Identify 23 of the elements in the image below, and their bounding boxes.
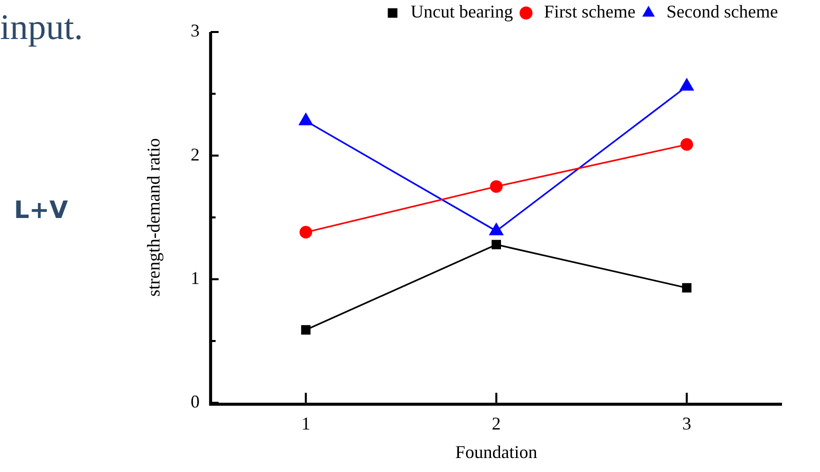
x-tick-label: 2 bbox=[492, 413, 501, 434]
y-tick-label: 0 bbox=[190, 392, 200, 412]
x-tick-label: 3 bbox=[682, 413, 692, 434]
legend-label: Second scheme bbox=[666, 2, 778, 22]
point bbox=[301, 325, 311, 335]
legend-label: Uncut bearing bbox=[410, 2, 514, 22]
legend-label: First scheme bbox=[544, 2, 636, 22]
text: input. bbox=[0, 6, 84, 48]
point bbox=[680, 138, 694, 151]
point bbox=[300, 226, 312, 239]
point bbox=[298, 113, 313, 126]
text: L+V bbox=[14, 196, 68, 224]
y-tick-label: 2 bbox=[190, 144, 200, 164]
point bbox=[492, 240, 501, 250]
y-axis-title: strength-demand ratio bbox=[144, 138, 164, 297]
y-tick-label: 1 bbox=[190, 268, 200, 288]
point bbox=[682, 283, 692, 293]
x-tick-label: 1 bbox=[301, 413, 310, 434]
x-axis-title: Foundation bbox=[455, 442, 538, 462]
y-tick-label: 3 bbox=[190, 20, 200, 41]
point bbox=[490, 180, 503, 193]
point bbox=[680, 78, 694, 91]
point bbox=[489, 223, 504, 236]
